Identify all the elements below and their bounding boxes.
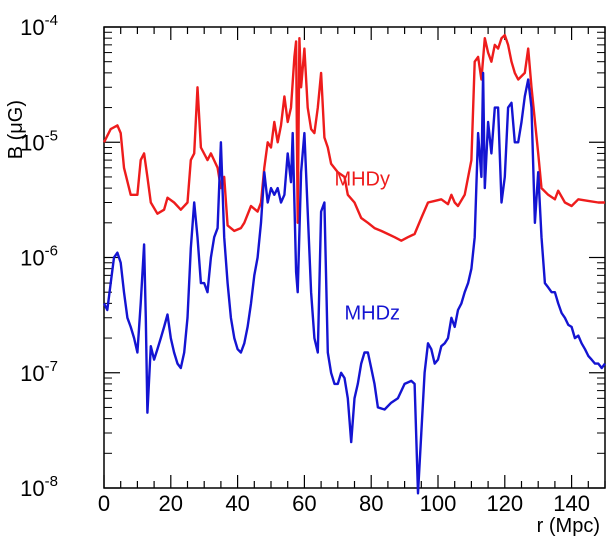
x-axis-title: r (Mpc) [537, 515, 600, 537]
series-label-mhdy: MHDy [334, 169, 390, 191]
series-label-mhdz: MHDz [344, 302, 400, 324]
x-tick-label: 100 [420, 491, 457, 516]
x-tick-label: 40 [225, 491, 249, 516]
y-tick-label: 10-4 [20, 12, 58, 40]
x-tick-label: 0 [98, 491, 110, 516]
x-tick-label: 20 [159, 491, 183, 516]
x-tick-label: 80 [359, 491, 383, 516]
y-tick-label: 10-8 [20, 473, 58, 501]
axes: 0 20 40 60 80 100 120 140 10-8 10-7 10-6 10-5 10-4 [20, 12, 606, 516]
y-tick-label: 10-6 [20, 243, 58, 271]
x-tick-label: 120 [486, 491, 523, 516]
series-labels: MHDy MHDz [334, 169, 400, 325]
y-tick-label: 10-7 [20, 358, 58, 386]
x-tick-label: 140 [553, 491, 590, 516]
series-line-mhdz [102, 71, 606, 495]
x-tick-label: 60 [292, 491, 316, 516]
series-line-mhdy [102, 33, 605, 242]
y-axis-title: B (μG) [5, 100, 27, 159]
y-tick-label: 10-5 [20, 127, 58, 155]
series-lines [102, 33, 606, 495]
